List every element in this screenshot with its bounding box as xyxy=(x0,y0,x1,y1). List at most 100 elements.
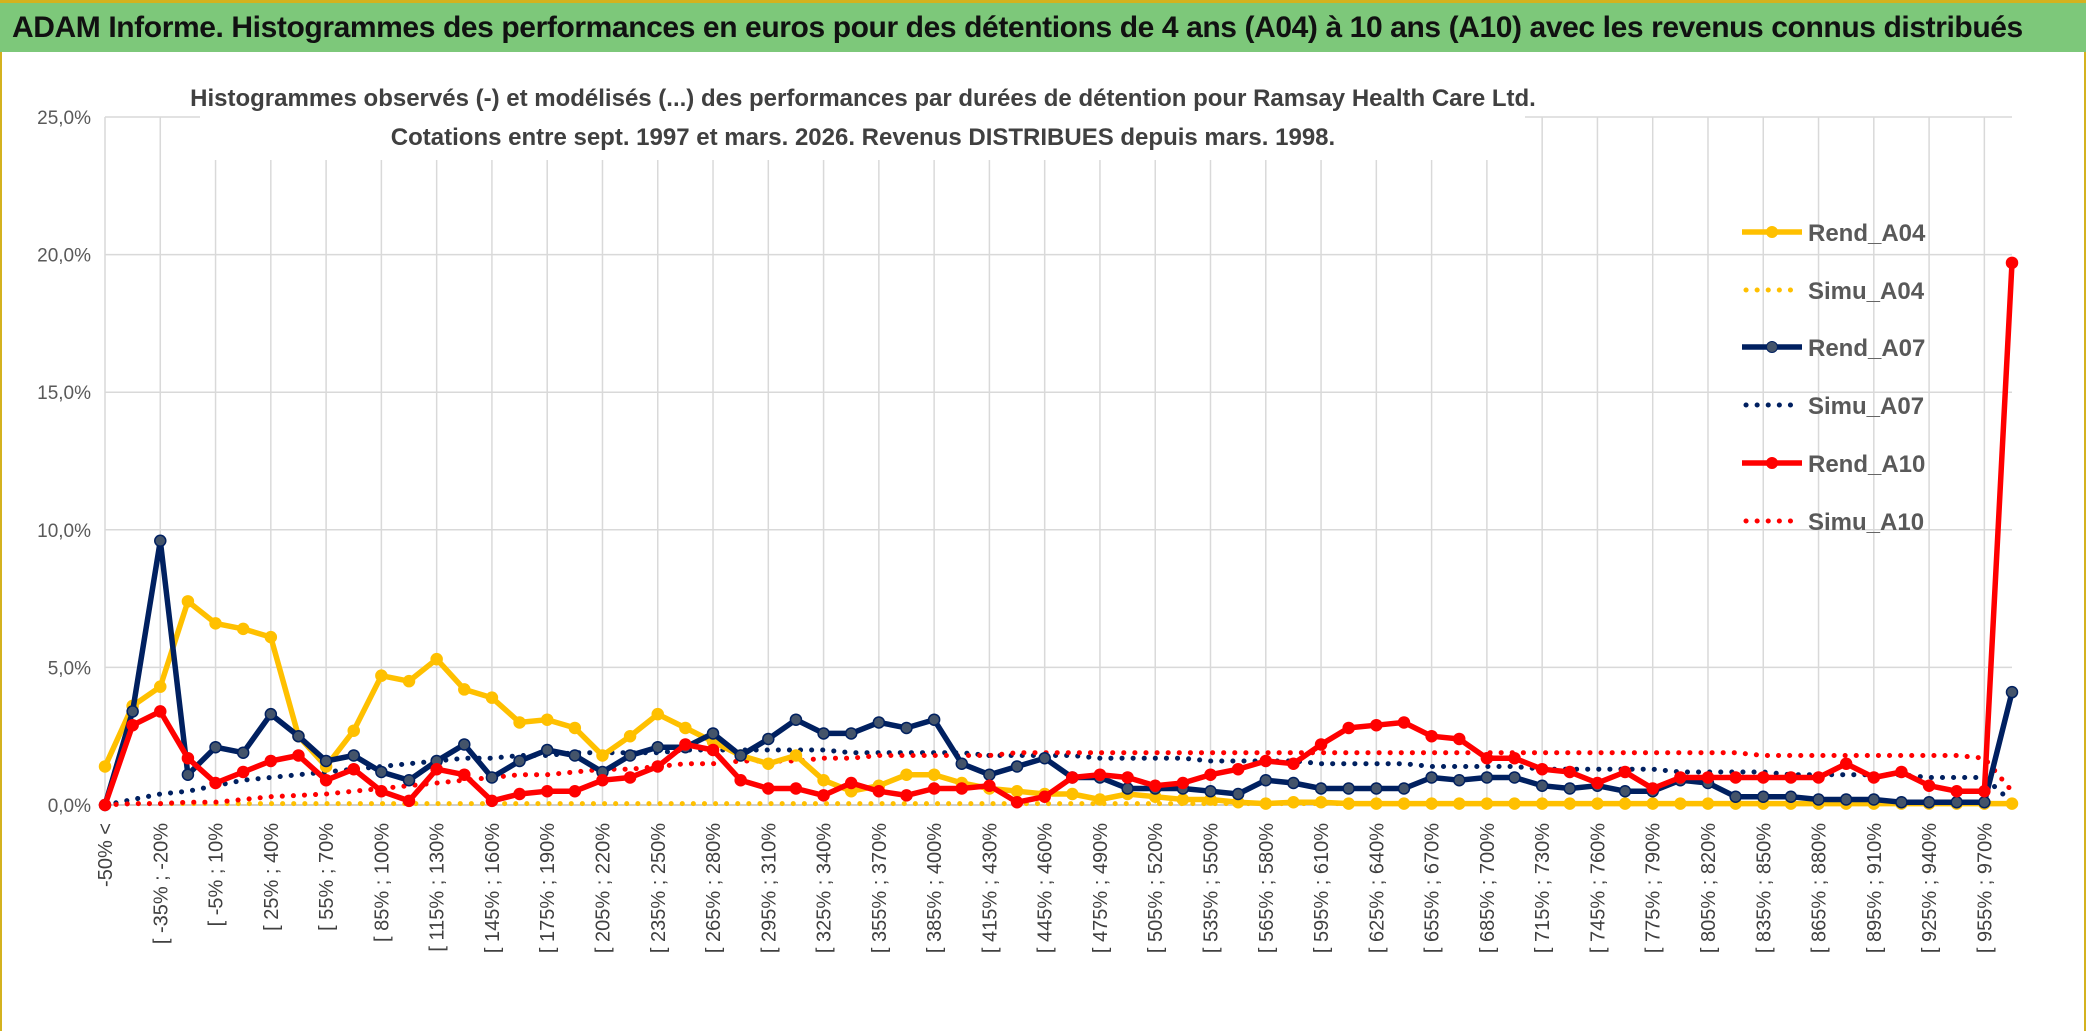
data-point xyxy=(596,773,609,787)
data-point xyxy=(513,716,526,729)
data-point xyxy=(264,754,278,768)
data-point xyxy=(1784,771,1798,784)
data-point xyxy=(817,727,830,740)
data-point xyxy=(623,749,637,762)
data-point xyxy=(983,779,996,792)
data-point xyxy=(1618,797,1632,810)
data-point xyxy=(1314,782,1328,795)
data-point xyxy=(1757,771,1770,784)
data-point xyxy=(1674,771,1687,784)
legend-item-Simu_A10: Simu_A10 xyxy=(1743,509,1924,536)
x-tick-label: [ 865% ; 880% xyxy=(1809,823,1831,953)
data-point xyxy=(1038,751,1051,765)
legend: Rend_A04 Simu_A04 Rend_A07 Simu_A07 Rend_A10… xyxy=(1742,220,1926,536)
x-tick-label: [ 415% ; 430% xyxy=(979,823,1001,953)
data-point xyxy=(734,773,747,787)
data-point xyxy=(1508,797,1521,810)
data-point xyxy=(651,760,665,773)
x-tick-label: [ 25% ; 40% xyxy=(261,823,283,931)
data-point xyxy=(900,789,913,802)
x-tick-label: [ -5% ; 10% xyxy=(206,823,228,927)
data-point xyxy=(1342,782,1355,795)
legend-marker xyxy=(1766,457,1778,469)
data-point xyxy=(1287,795,1300,809)
x-tick-label: [ 235% ; 250% xyxy=(648,823,670,953)
x-tick-label: [ 955% ; 970% xyxy=(1974,823,1996,953)
data-point xyxy=(1922,779,1936,792)
data-point xyxy=(1729,790,1742,803)
data-point xyxy=(872,784,886,798)
data-point xyxy=(1646,797,1659,810)
data-point xyxy=(181,768,195,781)
data-point xyxy=(1287,776,1300,790)
data-point xyxy=(2005,256,2019,270)
x-tick-label: [ -35% ; -20% xyxy=(150,823,172,944)
data-point xyxy=(1452,732,1466,746)
data-point xyxy=(1370,782,1383,795)
data-point xyxy=(1148,779,1162,792)
x-axis-ticks: -50% < [ -35% ; -20% [ -5% ; 10% [ 25% ; 40… xyxy=(95,823,1996,953)
data-point xyxy=(927,713,941,726)
data-point xyxy=(154,534,167,548)
data-point xyxy=(126,705,139,718)
data-point xyxy=(209,776,222,790)
data-point xyxy=(900,768,913,781)
legend-label: Rend_A04 xyxy=(1808,220,1926,247)
data-point xyxy=(1895,765,1908,779)
x-tick-label: [ 385% ; 400% xyxy=(924,823,946,953)
data-point xyxy=(927,768,941,781)
data-point xyxy=(568,749,582,762)
data-point xyxy=(1342,721,1355,735)
series-line xyxy=(102,262,2015,806)
data-point xyxy=(817,773,830,787)
data-point xyxy=(98,760,112,773)
y-tick-label: 10,0% xyxy=(37,521,91,542)
data-point xyxy=(209,617,222,630)
data-point xyxy=(1480,797,1494,810)
data-point xyxy=(1314,738,1328,751)
x-tick-label: [ 145% ; 160% xyxy=(482,823,504,953)
x-tick-label: [ 775% ; 790% xyxy=(1643,823,1665,953)
data-point xyxy=(679,738,692,751)
data-point xyxy=(900,721,913,735)
data-point xyxy=(1259,773,1273,787)
data-point xyxy=(181,595,195,608)
legend-label: Simu_A04 xyxy=(1808,278,1925,305)
data-point xyxy=(1591,776,1604,790)
data-point xyxy=(789,749,803,762)
x-tick-label: [ 115% ; 130% xyxy=(427,823,449,952)
data-point xyxy=(1480,771,1494,784)
y-tick-label: 5,0% xyxy=(48,658,91,679)
series-line xyxy=(102,747,2015,808)
legend-marker xyxy=(1766,226,1778,238)
data-point xyxy=(734,749,747,762)
data-point xyxy=(154,680,167,693)
data-point xyxy=(1176,776,1190,790)
data-point xyxy=(1839,793,1853,806)
legend-label: Simu_A10 xyxy=(1808,509,1924,536)
data-point xyxy=(789,782,803,795)
data-point xyxy=(1452,797,1466,810)
data-point xyxy=(292,729,305,743)
data-point xyxy=(1950,784,1963,798)
data-point xyxy=(762,757,775,770)
x-tick-label: [ 325% ; 340% xyxy=(814,823,836,953)
series-line xyxy=(102,598,2012,807)
data-point xyxy=(540,743,554,757)
data-point xyxy=(1231,762,1245,776)
data-point xyxy=(1425,797,1438,810)
legend-item-Simu_A04: Simu_A04 xyxy=(1743,278,1925,305)
data-point xyxy=(651,740,665,754)
data-point xyxy=(1729,771,1742,784)
data-point xyxy=(1370,718,1383,732)
data-point xyxy=(1867,771,1881,784)
data-point xyxy=(1010,760,1024,773)
legend-item-Rend_A10: Rend_A10 xyxy=(1742,451,1925,478)
data-point xyxy=(2005,685,2019,699)
data-point xyxy=(375,784,388,798)
data-point xyxy=(1066,787,1079,801)
data-point xyxy=(1370,797,1383,810)
data-point xyxy=(762,782,775,795)
title-bar: ADAM Informe. Histogrammes des performan… xyxy=(0,0,2086,52)
data-point xyxy=(1646,782,1659,795)
